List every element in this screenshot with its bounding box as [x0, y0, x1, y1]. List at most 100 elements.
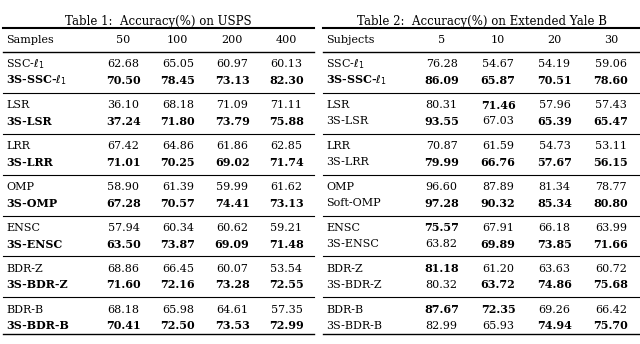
Text: 71.60: 71.60 [106, 279, 141, 290]
Text: 30: 30 [604, 35, 618, 45]
Text: 60.62: 60.62 [216, 223, 248, 233]
Text: 400: 400 [276, 35, 297, 45]
Text: 69.09: 69.09 [215, 238, 250, 249]
Text: 80.80: 80.80 [593, 198, 628, 208]
Text: 67.42: 67.42 [108, 141, 140, 151]
Text: 61.20: 61.20 [482, 264, 514, 274]
Text: 3S-LRR: 3S-LRR [6, 157, 53, 168]
Text: 73.79: 73.79 [214, 116, 250, 127]
Text: 78.77: 78.77 [595, 182, 627, 192]
Text: 70.87: 70.87 [426, 141, 458, 151]
Text: 5: 5 [438, 35, 445, 45]
Text: Soft-OMP: Soft-OMP [326, 198, 381, 208]
Text: LRR: LRR [326, 141, 350, 151]
Text: 86.09: 86.09 [424, 75, 459, 86]
Text: ENSC: ENSC [6, 223, 40, 233]
Text: 63.82: 63.82 [426, 239, 458, 249]
Text: 75.68: 75.68 [593, 279, 628, 290]
Text: 57.96: 57.96 [538, 100, 570, 110]
Text: Table 1:  Accuracy(%) on USPS: Table 1: Accuracy(%) on USPS [65, 15, 252, 28]
Text: 3S-BDR-Z: 3S-BDR-Z [326, 280, 382, 290]
Text: 73.85: 73.85 [537, 238, 572, 249]
Text: 54.67: 54.67 [482, 60, 514, 69]
Text: 85.34: 85.34 [537, 198, 572, 208]
Text: 74.86: 74.86 [537, 279, 572, 290]
Text: 71.48: 71.48 [269, 238, 304, 249]
Text: 79.99: 79.99 [424, 157, 459, 168]
Text: 82.99: 82.99 [426, 321, 458, 331]
Text: 59.06: 59.06 [595, 60, 627, 69]
Text: 62.68: 62.68 [108, 60, 140, 69]
Text: 69.89: 69.89 [481, 238, 515, 249]
Text: 78.60: 78.60 [593, 75, 628, 86]
Text: 73.53: 73.53 [214, 320, 250, 331]
Text: LSR: LSR [326, 100, 349, 110]
Text: 100: 100 [167, 35, 189, 45]
Text: 71.01: 71.01 [106, 157, 141, 168]
Text: 63.50: 63.50 [106, 238, 141, 249]
Text: 67.91: 67.91 [482, 223, 514, 233]
Text: 87.89: 87.89 [482, 182, 514, 192]
Text: SSC-$\ell_1$: SSC-$\ell_1$ [6, 57, 45, 71]
Text: 75.57: 75.57 [424, 223, 459, 234]
Text: 70.57: 70.57 [161, 198, 195, 208]
Text: 81.34: 81.34 [538, 182, 570, 192]
Text: Table 2:  Accuracy(%) on Extended Yale B: Table 2: Accuracy(%) on Extended Yale B [356, 15, 607, 28]
Text: 63.72: 63.72 [481, 279, 515, 290]
Text: 66.45: 66.45 [162, 264, 194, 274]
Text: 75.88: 75.88 [269, 116, 304, 127]
Text: 61.86: 61.86 [216, 141, 248, 151]
Text: OMP: OMP [6, 182, 35, 192]
Text: 10: 10 [491, 35, 505, 45]
Text: 20: 20 [547, 35, 561, 45]
Text: 200: 200 [221, 35, 243, 45]
Text: 68.18: 68.18 [108, 305, 140, 315]
Text: 75.70: 75.70 [593, 320, 628, 331]
Text: LSR: LSR [6, 100, 29, 110]
Text: 70.25: 70.25 [161, 157, 195, 168]
Text: 60.34: 60.34 [162, 223, 194, 233]
Text: Samples: Samples [6, 35, 54, 45]
Text: 57.67: 57.67 [537, 157, 572, 168]
Text: 61.59: 61.59 [482, 141, 514, 151]
Text: 74.41: 74.41 [215, 198, 250, 208]
Text: 60.97: 60.97 [216, 60, 248, 69]
Text: SSC-$\ell_1$: SSC-$\ell_1$ [326, 57, 365, 71]
Text: 58.90: 58.90 [108, 182, 140, 192]
Text: 53.54: 53.54 [271, 264, 303, 274]
Text: 3S-BDR-Z: 3S-BDR-Z [6, 279, 68, 290]
Text: 65.39: 65.39 [537, 116, 572, 127]
Text: 97.28: 97.28 [424, 198, 459, 208]
Text: 59.99: 59.99 [216, 182, 248, 192]
Text: 72.55: 72.55 [269, 279, 304, 290]
Text: 71.46: 71.46 [481, 100, 515, 111]
Text: BDR-Z: BDR-Z [6, 264, 43, 274]
Text: 65.98: 65.98 [162, 305, 194, 315]
Text: 54.19: 54.19 [538, 60, 570, 69]
Text: 62.85: 62.85 [271, 141, 303, 151]
Text: 60.13: 60.13 [271, 60, 303, 69]
Text: 67.28: 67.28 [106, 198, 141, 208]
Text: 64.61: 64.61 [216, 305, 248, 315]
Text: 61.62: 61.62 [271, 182, 303, 192]
Text: 71.74: 71.74 [269, 157, 304, 168]
Text: 3S-ENSC: 3S-ENSC [326, 239, 380, 249]
Text: 96.60: 96.60 [426, 182, 458, 192]
Text: BDR-B: BDR-B [326, 305, 364, 315]
Text: 60.07: 60.07 [216, 264, 248, 274]
Text: 72.16: 72.16 [161, 279, 195, 290]
Text: 72.99: 72.99 [269, 320, 304, 331]
Text: 3S-ENSC: 3S-ENSC [6, 238, 63, 249]
Text: 81.18: 81.18 [424, 264, 459, 275]
Text: 73.13: 73.13 [215, 75, 250, 86]
Text: 93.55: 93.55 [424, 116, 459, 127]
Text: 65.47: 65.47 [593, 116, 628, 127]
Text: 76.28: 76.28 [426, 60, 458, 69]
Text: 70.51: 70.51 [537, 75, 572, 86]
Text: 73.13: 73.13 [269, 198, 304, 208]
Text: OMP: OMP [326, 182, 355, 192]
Text: 67.03: 67.03 [482, 116, 514, 126]
Text: 65.93: 65.93 [482, 321, 514, 331]
Text: 73.28: 73.28 [215, 279, 250, 290]
Text: 66.42: 66.42 [595, 305, 627, 315]
